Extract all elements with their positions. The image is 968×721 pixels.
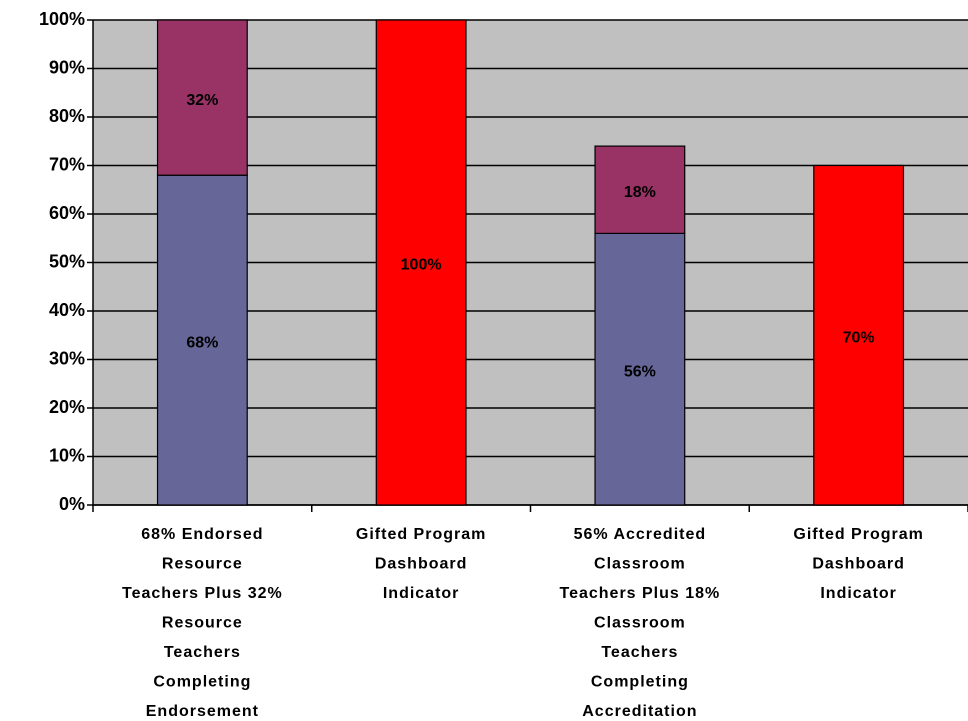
- bar-segment: [375, 19, 467, 506]
- bar-segment: [594, 145, 686, 235]
- y-tick-label: 30%: [49, 348, 85, 368]
- x-tick-label: Resource: [162, 556, 243, 573]
- x-tick-label: Dashboard: [375, 556, 468, 573]
- x-tick-label: Accreditation: [582, 703, 697, 720]
- y-tick-label: 90%: [49, 57, 85, 77]
- x-tick-label: Indicator: [383, 585, 460, 602]
- x-tick-label: Endorsement: [146, 703, 259, 720]
- bar-segment: [156, 174, 248, 506]
- y-tick-label: 60%: [49, 203, 85, 223]
- y-tick-label: 100%: [39, 9, 85, 29]
- y-tick-label: 70%: [49, 154, 85, 174]
- x-tick-label: Gifted Program: [793, 526, 923, 543]
- x-tick-label: Teachers: [601, 644, 678, 661]
- data-label: 18%: [624, 184, 656, 201]
- x-tick-label: Completing: [591, 674, 689, 691]
- bar-segment: [156, 19, 248, 176]
- x-tick-label: Classroom: [594, 556, 686, 573]
- x-tick-label: 68% Endorsed: [141, 526, 263, 543]
- x-tick-label: Teachers Plus 32%: [122, 585, 283, 602]
- y-tick-label: 10%: [49, 445, 85, 465]
- x-tick-label: Classroom: [594, 615, 686, 632]
- bar-segment: [594, 232, 686, 506]
- x-tick-label: Indicator: [820, 585, 897, 602]
- x-tick-label: Dashboard: [812, 556, 905, 573]
- y-tick-label: 40%: [49, 300, 85, 320]
- y-tick-label: 0%: [59, 494, 85, 514]
- y-tick-label: 20%: [49, 397, 85, 417]
- x-tick-label: 56% Accredited: [574, 526, 707, 543]
- data-label: 70%: [843, 329, 875, 346]
- data-label: 68%: [186, 334, 218, 351]
- y-tick-label: 50%: [49, 251, 85, 271]
- bar-segment: [813, 164, 905, 506]
- data-label: 32%: [186, 92, 218, 109]
- data-label: 56%: [624, 363, 656, 380]
- x-tick-label: Teachers: [164, 644, 241, 661]
- x-tick-label: Completing: [153, 674, 251, 691]
- y-tick-label: 80%: [49, 106, 85, 126]
- data-label: 100%: [401, 257, 442, 274]
- x-tick-label: Teachers Plus 18%: [559, 585, 720, 602]
- x-tick-label: Gifted Program: [356, 526, 486, 543]
- x-tick-label: Resource: [162, 615, 243, 632]
